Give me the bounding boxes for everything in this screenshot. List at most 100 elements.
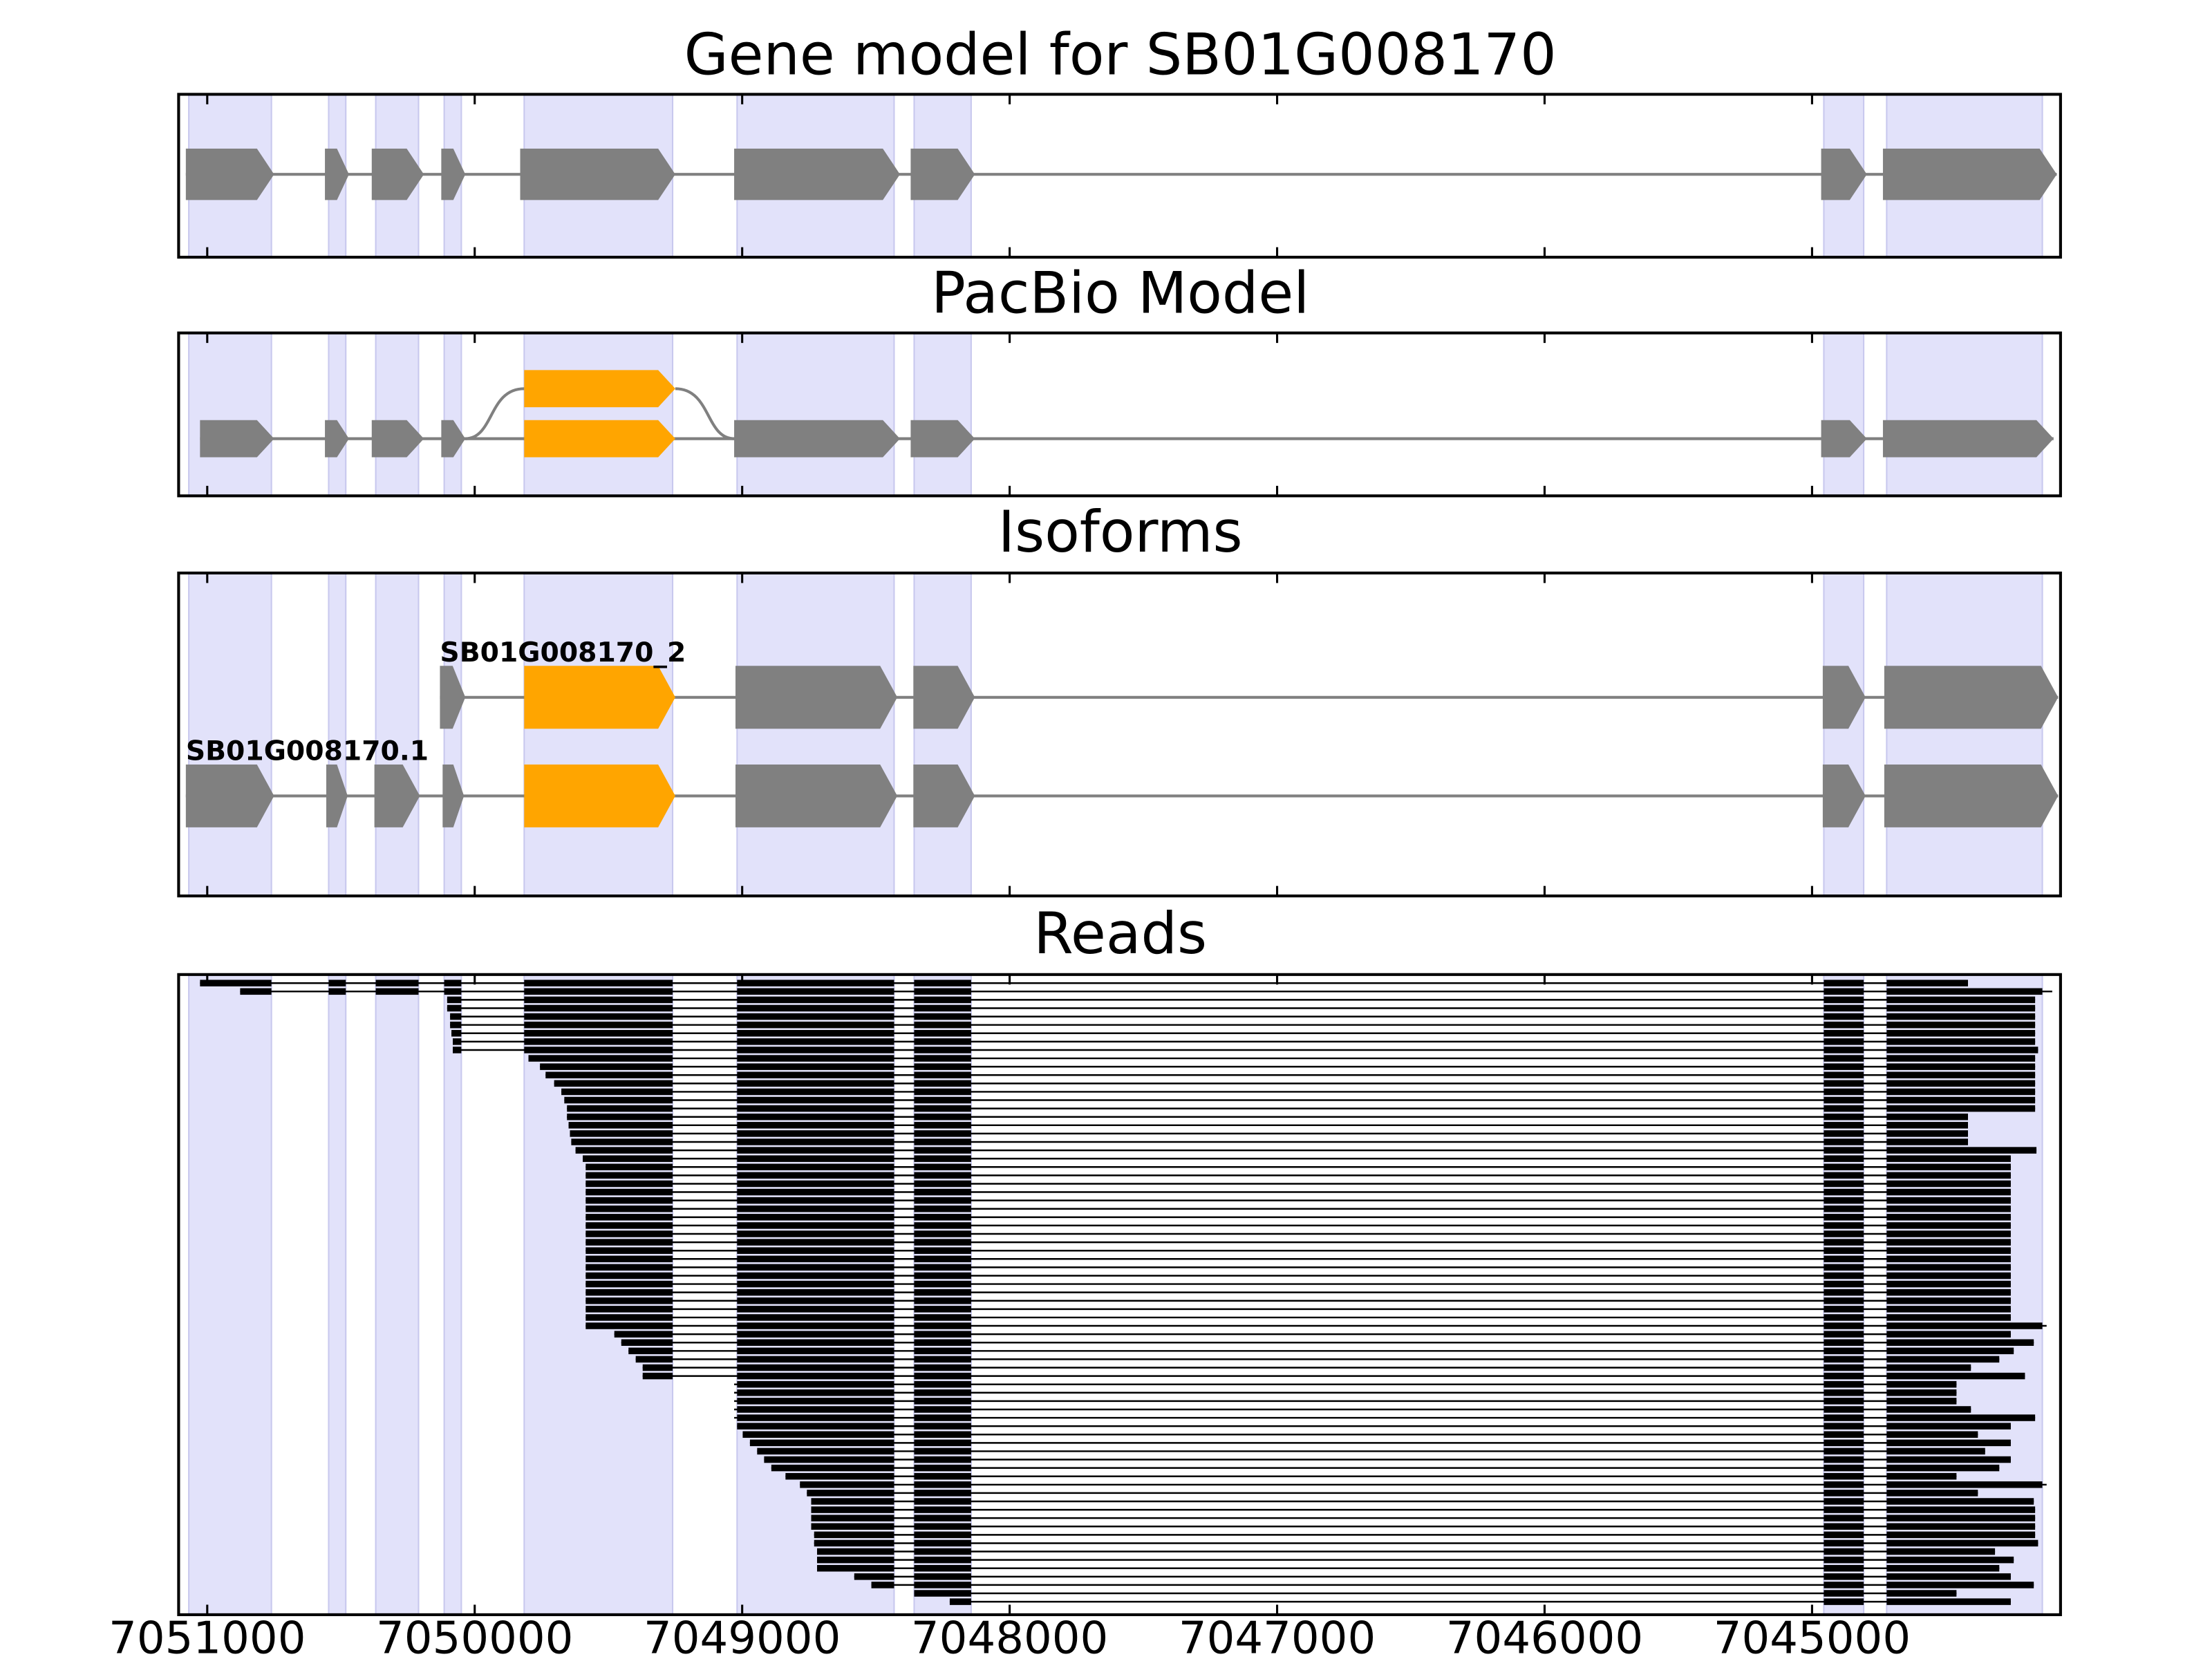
read-block bbox=[1886, 1380, 1957, 1388]
read-block bbox=[1886, 1356, 2000, 1363]
read-block bbox=[914, 1356, 971, 1363]
read-block bbox=[737, 1347, 894, 1355]
read-block bbox=[561, 1088, 673, 1096]
read-block bbox=[1886, 1498, 2034, 1505]
exon bbox=[326, 764, 348, 827]
read-block bbox=[567, 1105, 673, 1112]
exon bbox=[913, 666, 975, 729]
read-block bbox=[1886, 1439, 2011, 1447]
read-block bbox=[914, 1230, 971, 1237]
panel-title: Isoforms bbox=[998, 499, 1243, 565]
read-block bbox=[914, 1214, 971, 1221]
read-block bbox=[614, 1331, 673, 1338]
read-block bbox=[1886, 1272, 2011, 1280]
read-block bbox=[1824, 1523, 1864, 1530]
read-block bbox=[1824, 1531, 1864, 1539]
read-block bbox=[800, 1481, 894, 1488]
read-block bbox=[737, 1113, 894, 1121]
read-block bbox=[737, 1288, 894, 1296]
read-block bbox=[1824, 1515, 1864, 1521]
read-block bbox=[737, 1055, 894, 1062]
read-block bbox=[914, 1539, 971, 1547]
read-block bbox=[585, 1314, 673, 1321]
read-block bbox=[1886, 1515, 2036, 1521]
alt-junction bbox=[675, 387, 735, 440]
exon bbox=[735, 764, 898, 827]
read-block bbox=[1886, 1004, 2036, 1012]
read-block bbox=[524, 996, 673, 1004]
exon bbox=[524, 764, 675, 827]
read-block bbox=[583, 1155, 673, 1162]
read-block bbox=[817, 1564, 894, 1572]
read-block bbox=[737, 1013, 894, 1020]
read-block bbox=[1886, 1155, 2011, 1162]
read-block bbox=[914, 1138, 971, 1145]
read-block bbox=[914, 1155, 971, 1162]
exon bbox=[185, 764, 274, 827]
exon bbox=[1884, 764, 2059, 827]
read-block bbox=[737, 1306, 894, 1313]
exon bbox=[1822, 764, 1866, 827]
read-block bbox=[585, 1322, 673, 1329]
read-block bbox=[785, 1472, 894, 1480]
exon-region bbox=[913, 572, 972, 897]
exon-region bbox=[1823, 332, 1865, 497]
read-block bbox=[1824, 1498, 1864, 1505]
read-block bbox=[854, 1573, 894, 1580]
exon-region bbox=[188, 572, 272, 897]
read-block bbox=[949, 1598, 971, 1605]
read-block bbox=[737, 1380, 894, 1388]
read-block bbox=[1886, 1030, 2036, 1037]
read-block bbox=[585, 1239, 673, 1246]
read-block bbox=[540, 1063, 673, 1070]
read-block bbox=[1824, 1130, 1864, 1137]
read-block bbox=[585, 1230, 673, 1237]
exon bbox=[735, 666, 898, 729]
read-block bbox=[1824, 1088, 1864, 1096]
read-block bbox=[564, 1096, 673, 1104]
exon bbox=[1882, 148, 2057, 200]
read-block bbox=[737, 1389, 894, 1396]
read-block bbox=[914, 1573, 971, 1580]
read-block bbox=[737, 988, 894, 995]
read-block bbox=[328, 980, 346, 986]
read-block bbox=[1886, 1013, 2036, 1020]
read-block bbox=[585, 1297, 673, 1304]
read-block bbox=[1824, 1398, 1864, 1405]
read-block bbox=[1824, 1306, 1864, 1313]
read-block bbox=[914, 1364, 971, 1371]
x-tick-label: 7050000 bbox=[376, 1613, 573, 1659]
read-block bbox=[1886, 1230, 2011, 1237]
read-block bbox=[914, 1147, 971, 1154]
read-block bbox=[1886, 1047, 2038, 1053]
read-block bbox=[814, 1531, 894, 1539]
read-block bbox=[1824, 1548, 1864, 1555]
read-block bbox=[1886, 1582, 2034, 1588]
read-block bbox=[1824, 1573, 1864, 1580]
x-tick-label: 7049000 bbox=[644, 1613, 841, 1659]
read-block bbox=[914, 1071, 971, 1078]
read-block bbox=[1824, 1447, 1864, 1455]
exon-region bbox=[188, 332, 272, 497]
read-block bbox=[1886, 1130, 1968, 1137]
read-block bbox=[1886, 1456, 2011, 1463]
read-block bbox=[585, 1214, 673, 1221]
read-block bbox=[814, 1539, 894, 1547]
read-block bbox=[764, 1456, 894, 1463]
read-block bbox=[1886, 1490, 1978, 1497]
read-block bbox=[568, 1122, 673, 1129]
read-block bbox=[737, 1163, 894, 1171]
read-block bbox=[914, 1288, 971, 1296]
read-block bbox=[1886, 1113, 1968, 1121]
read-block bbox=[914, 996, 971, 1004]
read-block bbox=[914, 1590, 971, 1597]
read-block bbox=[240, 988, 272, 995]
read-block bbox=[737, 1105, 894, 1112]
exon bbox=[1882, 420, 2054, 458]
read-block bbox=[914, 1130, 971, 1137]
read-block bbox=[817, 1556, 894, 1564]
exon-region bbox=[443, 572, 462, 897]
read-block bbox=[1824, 1255, 1864, 1263]
read-block bbox=[1886, 1506, 2036, 1513]
read-block bbox=[1886, 1414, 2036, 1421]
